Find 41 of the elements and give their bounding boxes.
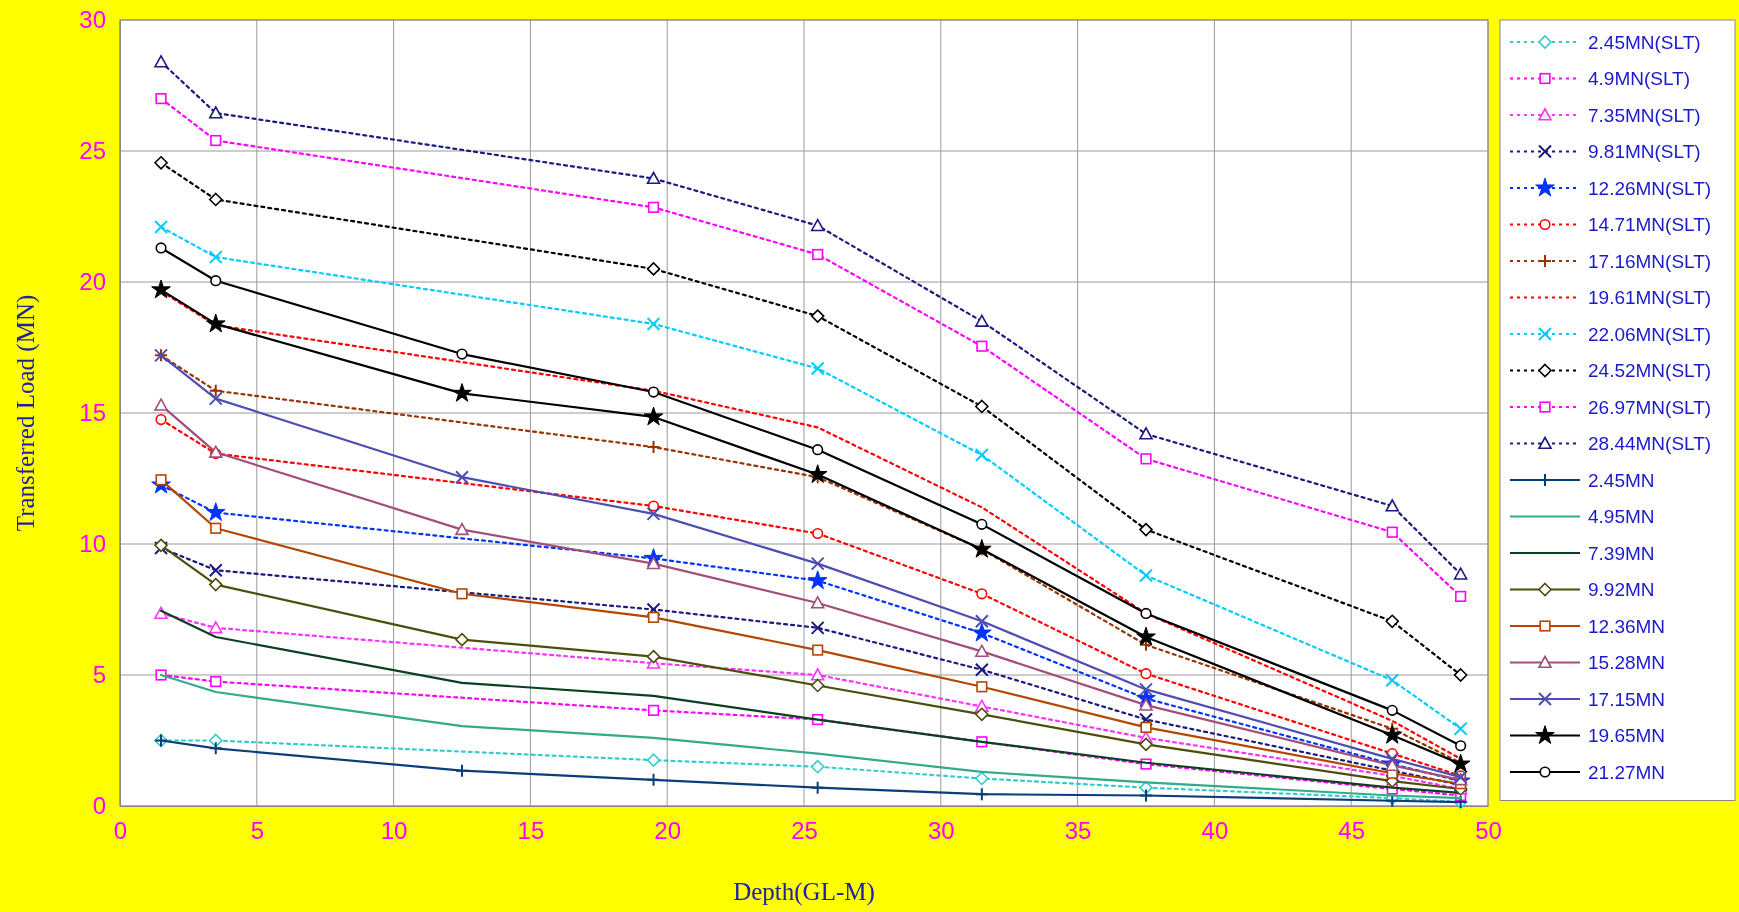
legend-label: 2.45MN(SLT): [1588, 31, 1701, 53]
legend-label: 4.9MN(SLT): [1588, 68, 1691, 90]
y-tick-label: 15: [79, 399, 106, 427]
legend-label: 7.35MN(SLT): [1588, 104, 1701, 126]
x-tick-label: 30: [927, 817, 955, 845]
x-axis-title: Depth(GL-M): [733, 878, 875, 906]
legend-label: 24.52MN(SLT): [1588, 360, 1712, 382]
legend-label: 17.15MN: [1588, 688, 1666, 710]
y-tick-label: 0: [92, 792, 106, 820]
x-tick-label: 20: [654, 817, 682, 845]
y-tick-label: 10: [79, 530, 106, 558]
legend-label: 21.27MN: [1588, 761, 1666, 783]
legend-label: 17.16MN(SLT): [1588, 250, 1712, 272]
x-tick-label: 40: [1201, 817, 1229, 845]
x-tick-label: 5: [250, 817, 264, 845]
y-tick-label: 20: [79, 268, 106, 296]
y-tick-label: 30: [79, 6, 106, 34]
legend-label: 7.39MN: [1588, 542, 1655, 564]
legend-label: 28.44MN(SLT): [1588, 433, 1712, 455]
legend-label: 19.65MN: [1588, 725, 1666, 747]
legend-label: 15.28MN: [1588, 652, 1666, 674]
legend-label: 26.97MN(SLT): [1588, 396, 1712, 418]
legend-label: 9.81MN(SLT): [1588, 141, 1701, 163]
legend-label: 4.95MN: [1588, 506, 1655, 528]
legend-label: 22.06MN(SLT): [1588, 323, 1712, 345]
legend-label: 14.71MN(SLT): [1588, 214, 1712, 236]
legend-label: 12.36MN: [1588, 615, 1666, 637]
legend-label: 12.26MN(SLT): [1588, 177, 1712, 199]
x-tick-label: 10: [380, 817, 408, 845]
x-tick-label: 15: [517, 817, 545, 845]
legend-label: 9.92MN: [1588, 579, 1655, 601]
y-axis-title: Transferred Load (MN): [12, 294, 40, 532]
x-tick-label: 25: [791, 817, 818, 845]
y-tick-label: 25: [79, 137, 106, 165]
x-tick-label: 35: [1064, 817, 1092, 845]
y-tick-label: 5: [92, 661, 106, 689]
x-tick-label: 0: [113, 817, 128, 845]
legend-label: 19.61MN(SLT): [1588, 287, 1712, 309]
x-tick-label: 50: [1475, 817, 1502, 845]
legend-label: 2.45MN: [1588, 469, 1655, 491]
x-tick-label: 45: [1338, 817, 1366, 845]
